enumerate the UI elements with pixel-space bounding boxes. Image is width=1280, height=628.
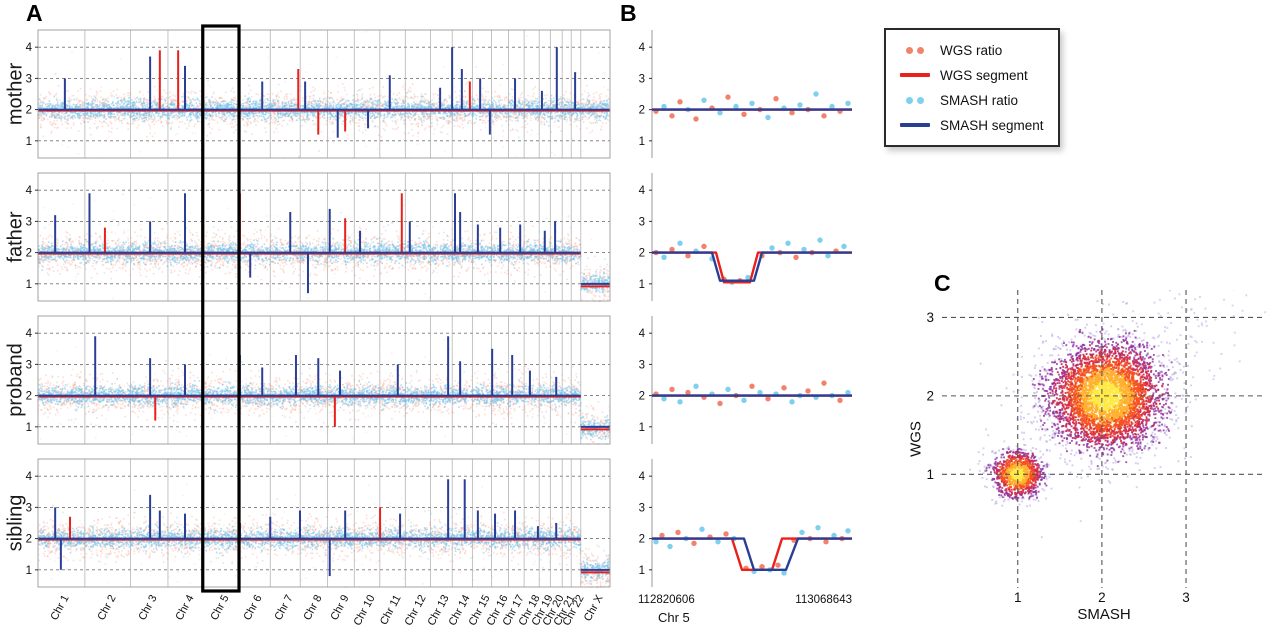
row-label-mother: mother: [4, 62, 27, 126]
legend-item-label: SMASH segment: [940, 117, 1044, 133]
legend-box: WGS ratio WGS segment SMASH ratio SMASH …: [884, 28, 1060, 147]
legend-item-label: WGS segment: [940, 67, 1028, 83]
legend-line-icon: [900, 123, 930, 127]
smash-axis-label: SMASH: [1077, 606, 1131, 623]
wgs-segment-line-icon: [900, 73, 930, 77]
panel-c-label: C: [934, 270, 951, 296]
legend-dot-icon: [917, 96, 924, 104]
wgs-ratio-dots-icon: [900, 46, 930, 54]
region-start-label: 112820606: [638, 594, 695, 606]
legend-item-wgs-segment: WGS segment: [900, 66, 1044, 84]
legend-item-smash-segment: SMASH segment: [900, 116, 1044, 134]
wgs-axis-label: WGS: [907, 421, 925, 457]
legend-item-label: WGS ratio: [940, 42, 1003, 58]
legend-item-label: SMASH ratio: [940, 92, 1019, 108]
legend-dot-icon: [906, 96, 913, 104]
region-end-label: 113068643: [795, 594, 852, 606]
legend-dot-icon: [917, 46, 924, 54]
smash-segment-line-icon: [900, 123, 930, 127]
row-label-father: father: [4, 211, 27, 263]
legend-item-wgs-ratio: WGS ratio: [900, 41, 1044, 59]
legend-line-icon: [900, 73, 930, 77]
row-label-proband: proband: [4, 343, 27, 417]
region-chr-label: Chr 5: [658, 610, 690, 625]
panel-b-label: B: [620, 0, 637, 26]
legend-dot-icon: [906, 46, 913, 54]
legend-item-smash-ratio: SMASH ratio: [900, 91, 1044, 109]
smash-ratio-dots-icon: [900, 96, 930, 104]
row-label-sibling: sibling: [4, 494, 27, 552]
panel-a-label: A: [26, 0, 43, 26]
